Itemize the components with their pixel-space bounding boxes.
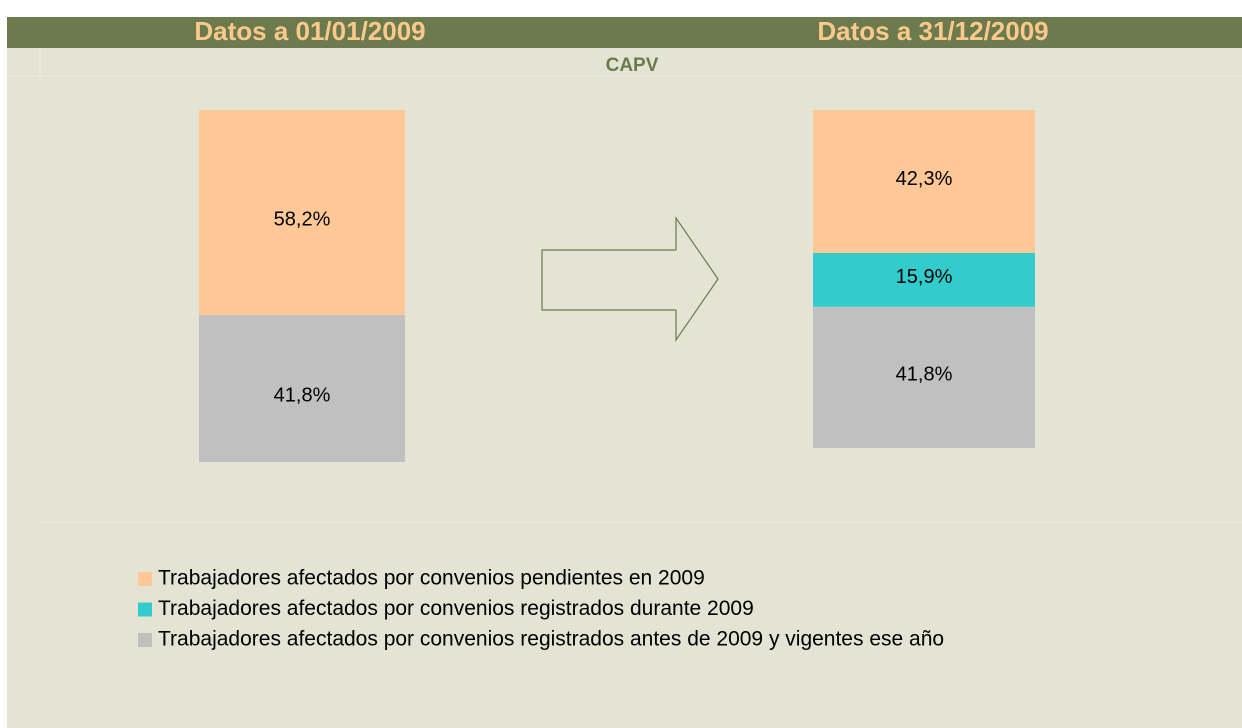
bar-segment — [199, 110, 405, 315]
bar-segment — [813, 110, 1035, 253]
legend-swatch — [138, 633, 152, 647]
legend-label: Trabajadores afectados por convenios pen… — [158, 567, 705, 590]
legend-swatch — [138, 602, 152, 617]
panel — [7, 17, 1242, 728]
legend-label: Trabajadores afectados por convenios reg… — [158, 597, 754, 620]
legend-swatch — [138, 572, 152, 586]
data-label: 15,9% — [896, 266, 953, 288]
bar-segment — [813, 252, 1035, 307]
header-band — [7, 17, 1242, 48]
data-label: 42,3% — [896, 168, 953, 190]
data-label: 41,8% — [896, 364, 953, 386]
category-header: Datos a 01/01/2009 — [194, 16, 425, 46]
arrow — [541, 216, 719, 342]
bar-segment — [813, 306, 1035, 448]
data-label: 58,2% — [274, 209, 331, 231]
category-header: Datos a 31/12/2009 — [817, 16, 1048, 46]
data-label: 41,8% — [274, 385, 331, 407]
chart-title: CAPV — [606, 55, 659, 76]
legend-label: Trabajadores afectados por convenios reg… — [158, 628, 944, 651]
bar-segment — [199, 314, 405, 462]
